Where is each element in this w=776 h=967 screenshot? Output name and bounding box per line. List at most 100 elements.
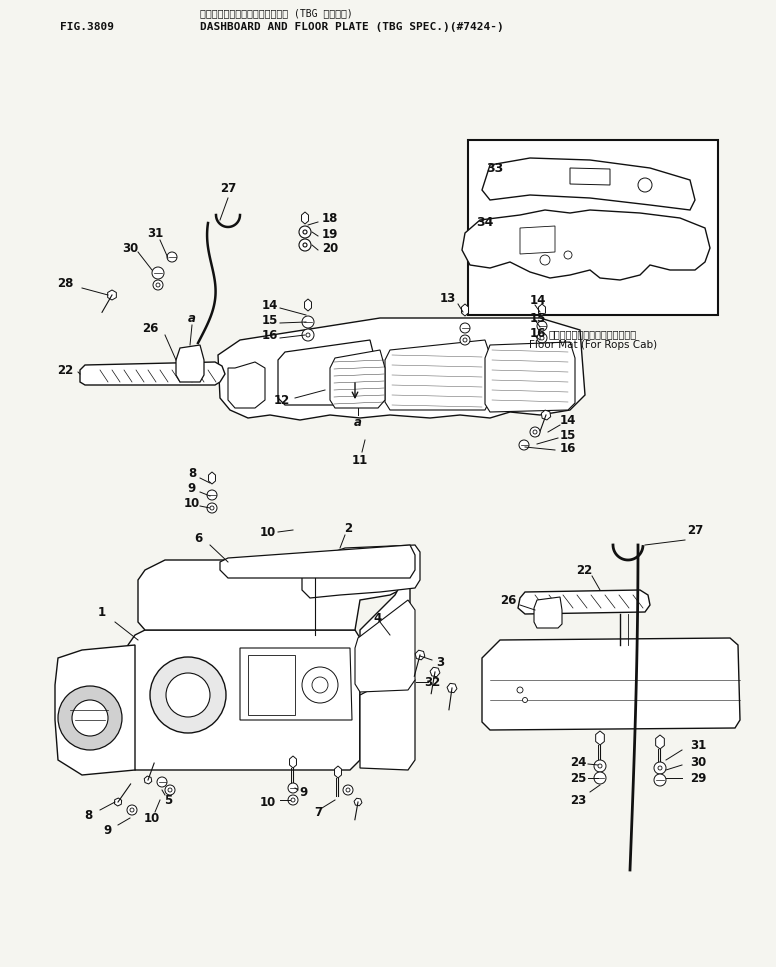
Circle shape	[299, 226, 311, 238]
Polygon shape	[520, 226, 555, 254]
Text: 11: 11	[352, 454, 368, 466]
Polygon shape	[570, 168, 610, 185]
Text: 22: 22	[576, 564, 592, 576]
Polygon shape	[542, 410, 551, 420]
Text: 9: 9	[299, 785, 307, 799]
Circle shape	[537, 321, 547, 331]
Polygon shape	[462, 210, 710, 280]
Text: 30: 30	[690, 755, 706, 769]
Circle shape	[207, 503, 217, 513]
Text: 18: 18	[322, 212, 338, 224]
Polygon shape	[539, 304, 546, 316]
Circle shape	[594, 772, 606, 784]
Circle shape	[210, 506, 214, 510]
Text: 32: 32	[424, 676, 440, 689]
Text: 5: 5	[164, 794, 172, 806]
Circle shape	[288, 795, 298, 805]
Circle shape	[594, 760, 606, 772]
Polygon shape	[485, 342, 575, 412]
Text: ダッシュボード・フロアプレート (TBG スペック): ダッシュボード・フロアプレート (TBG スペック)	[200, 8, 353, 18]
Circle shape	[152, 267, 164, 279]
Polygon shape	[360, 568, 410, 760]
Polygon shape	[656, 735, 664, 749]
Text: a: a	[188, 311, 196, 325]
Polygon shape	[334, 766, 341, 778]
Circle shape	[165, 785, 175, 795]
Circle shape	[58, 686, 122, 750]
Polygon shape	[360, 670, 415, 770]
Circle shape	[343, 785, 353, 795]
Circle shape	[519, 440, 529, 450]
Circle shape	[537, 333, 547, 343]
Polygon shape	[55, 645, 135, 775]
Text: 6: 6	[194, 532, 202, 544]
Text: 15: 15	[262, 313, 278, 327]
Polygon shape	[128, 630, 360, 770]
Polygon shape	[289, 756, 296, 768]
Text: 23: 23	[570, 794, 586, 806]
Circle shape	[168, 788, 172, 792]
Polygon shape	[518, 590, 650, 614]
Polygon shape	[144, 777, 152, 784]
Polygon shape	[596, 731, 605, 745]
Circle shape	[530, 427, 540, 437]
Polygon shape	[218, 318, 585, 420]
Text: 1: 1	[98, 605, 106, 619]
Circle shape	[658, 766, 662, 770]
Circle shape	[463, 338, 467, 342]
Text: 14: 14	[262, 299, 278, 311]
Circle shape	[638, 178, 652, 192]
Text: 12: 12	[274, 394, 290, 406]
Polygon shape	[482, 158, 695, 210]
Text: 9: 9	[188, 482, 196, 494]
Polygon shape	[330, 350, 385, 408]
Circle shape	[150, 657, 226, 733]
Text: 26: 26	[142, 321, 158, 335]
Text: 10: 10	[260, 796, 276, 808]
Text: 3: 3	[436, 656, 444, 668]
Circle shape	[303, 243, 307, 247]
Circle shape	[130, 808, 134, 812]
Polygon shape	[80, 362, 225, 385]
Text: 14: 14	[559, 414, 577, 426]
Text: Floor Mat (For Rops Cab): Floor Mat (For Rops Cab)	[529, 340, 657, 350]
Circle shape	[157, 777, 167, 787]
Circle shape	[540, 255, 550, 265]
Polygon shape	[220, 545, 415, 578]
Circle shape	[564, 251, 572, 259]
Circle shape	[288, 783, 298, 793]
Polygon shape	[209, 472, 216, 484]
Circle shape	[460, 335, 470, 345]
Text: 10: 10	[184, 496, 200, 510]
Circle shape	[654, 774, 666, 786]
Polygon shape	[430, 667, 440, 677]
Circle shape	[346, 788, 350, 792]
Text: 33: 33	[486, 161, 504, 174]
Polygon shape	[462, 304, 469, 316]
Text: 15: 15	[530, 311, 546, 325]
Text: 25: 25	[570, 772, 586, 784]
Polygon shape	[302, 212, 309, 224]
Polygon shape	[304, 299, 311, 311]
Polygon shape	[108, 290, 116, 300]
Text: 31: 31	[147, 226, 163, 240]
Text: 14: 14	[530, 294, 546, 307]
Circle shape	[167, 252, 177, 262]
Polygon shape	[354, 798, 362, 806]
Circle shape	[598, 764, 602, 768]
Polygon shape	[302, 545, 420, 598]
Polygon shape	[385, 340, 490, 410]
Text: 20: 20	[322, 242, 338, 254]
Text: 16: 16	[530, 327, 546, 339]
Circle shape	[654, 762, 666, 774]
Text: FIG.3809: FIG.3809	[60, 22, 114, 32]
Text: 31: 31	[690, 739, 706, 751]
Polygon shape	[415, 650, 424, 659]
Circle shape	[153, 280, 163, 290]
Circle shape	[540, 336, 544, 340]
Text: 8: 8	[188, 466, 196, 480]
Circle shape	[303, 230, 307, 234]
Text: 26: 26	[500, 594, 516, 606]
Text: 29: 29	[690, 772, 706, 784]
Text: 13: 13	[440, 291, 456, 305]
